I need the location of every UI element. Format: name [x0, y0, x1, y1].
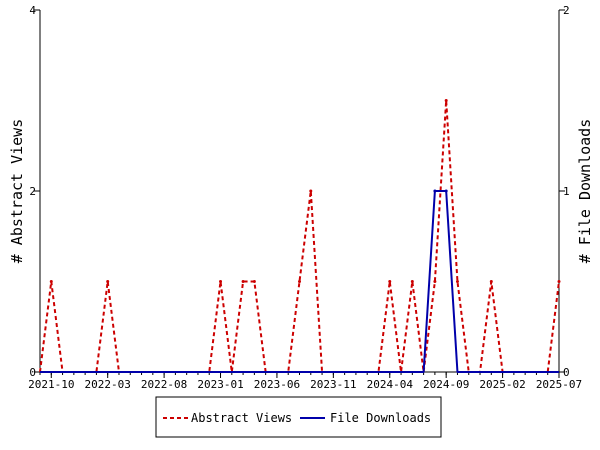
legend: Abstract Views File Downloads [155, 396, 442, 438]
x-tick-label: 2024-04 [367, 378, 414, 391]
y-tick-label-left: 0 [29, 366, 36, 379]
y-tick-label-left: 4 [29, 4, 36, 17]
x-tick-label: 2024-09 [423, 378, 469, 391]
data-point-abstract-views [444, 99, 448, 102]
y-tick-label-right: 1 [563, 185, 570, 198]
x-tick-label: 2022-03 [85, 378, 131, 391]
data-point-abstract-views [489, 280, 493, 283]
data-point-abstract-views [309, 189, 313, 193]
data-point-abstract-views [455, 280, 459, 283]
series-line-file-downloads [40, 190, 559, 373]
legend-label-abstract-views: Abstract Views [191, 411, 292, 425]
series-layer [39, 99, 561, 373]
data-point-abstract-views [388, 280, 392, 283]
x-tick-label: 2023-01 [197, 378, 243, 391]
x-tick-label: 2023-11 [310, 378, 356, 391]
axes: 2021-10 2022-03 2022-08 2023-01 2023-06 2023-… [28, 4, 582, 391]
x-tick-label: 2025-07 [536, 378, 582, 391]
x-tick-label: 2025-02 [479, 378, 525, 391]
y-tick-label-right: 0 [563, 366, 570, 379]
data-point-abstract-views [557, 280, 561, 283]
data-point-abstract-views [219, 280, 223, 283]
y-tick-label-right: 2 [563, 4, 570, 17]
data-point-abstract-views [49, 280, 53, 283]
y-tick-label-left: 2 [29, 185, 36, 198]
data-point-abstract-views [241, 280, 245, 283]
x-tick-label: 2022-08 [141, 378, 187, 391]
y-axis-title-left: # Abstract Views [8, 119, 26, 264]
data-point-abstract-views [106, 280, 110, 283]
data-point-file-downloads [433, 189, 437, 193]
data-point-abstract-views [298, 280, 301, 283]
series-line-abstract-views [39, 99, 560, 373]
data-point-abstract-views [252, 280, 256, 283]
y-axis-title-right: # File Downloads [576, 119, 594, 264]
x-tick-label: 2021-10 [28, 378, 74, 391]
data-point-abstract-views [410, 280, 414, 283]
legend-box [155, 396, 442, 438]
data-point-abstract-views [433, 280, 437, 283]
data-point-file-downloads [444, 189, 448, 193]
x-tick-label: 2023-06 [254, 378, 300, 391]
legend-label-file-downloads: File Downloads [330, 411, 431, 425]
